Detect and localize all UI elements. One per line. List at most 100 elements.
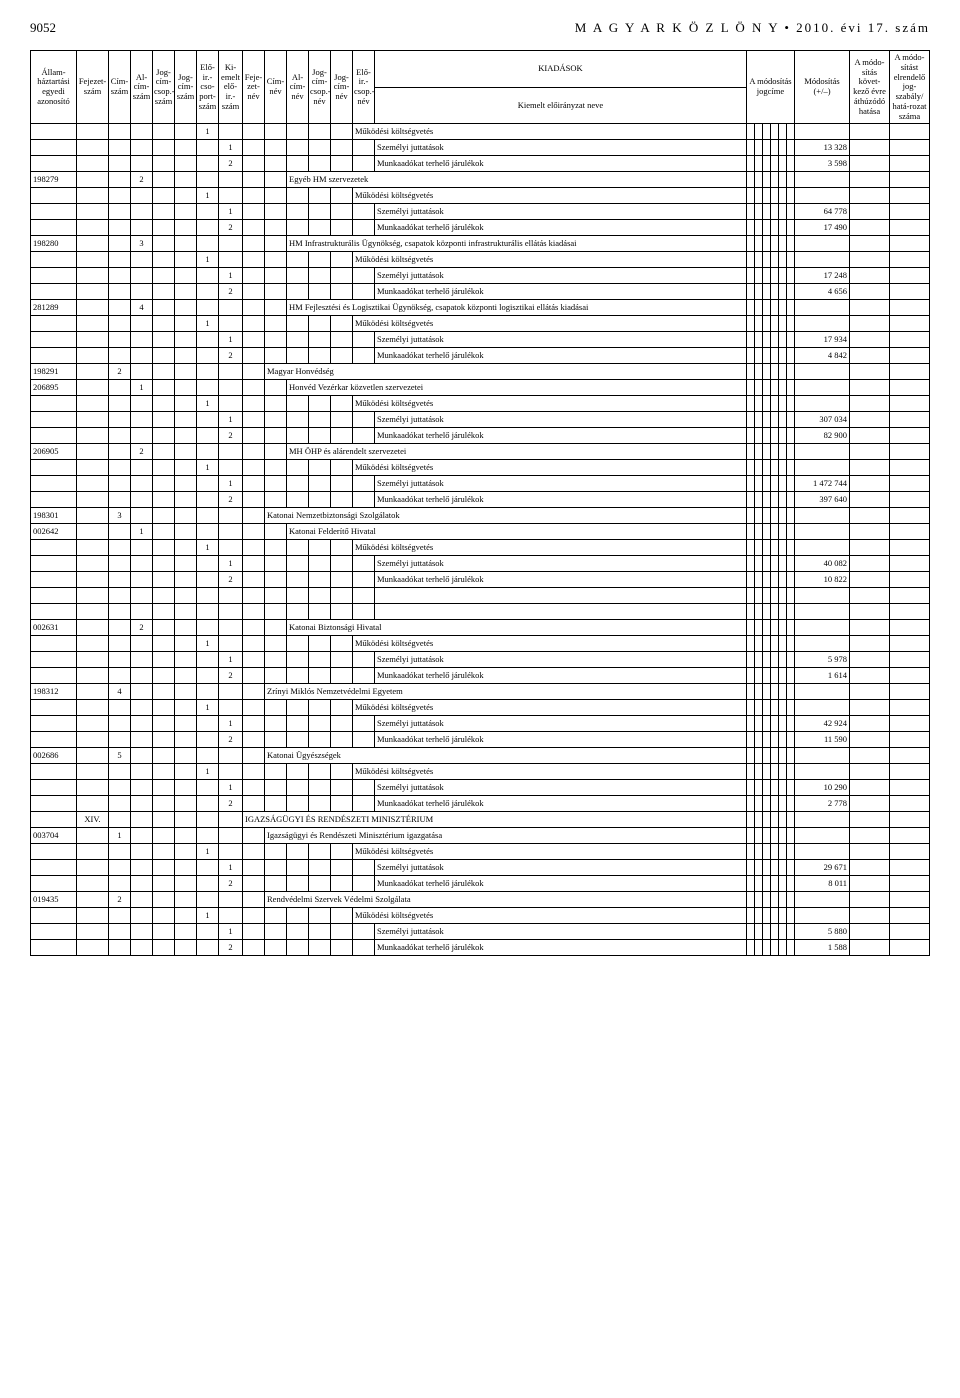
cell [850, 444, 890, 460]
cell [746, 732, 754, 748]
cell [786, 908, 794, 924]
cell [77, 428, 109, 444]
cell [219, 812, 243, 828]
cell [762, 380, 770, 396]
cell [778, 460, 786, 476]
cell [795, 316, 850, 332]
cell [746, 892, 754, 908]
cell [795, 188, 850, 204]
cell: Munkaadókat terhelő járulékok [375, 348, 747, 364]
cell [770, 220, 778, 236]
cell: Munkaadókat terhelő járulékok [375, 876, 747, 892]
cell [153, 892, 175, 908]
cell [746, 284, 754, 300]
cell [131, 284, 153, 300]
cell [287, 156, 309, 172]
cell [786, 876, 794, 892]
cell: 4 [131, 300, 153, 316]
cell [890, 556, 930, 572]
cell [770, 700, 778, 716]
cell [243, 700, 265, 716]
cell [778, 316, 786, 332]
cell: 1 [219, 860, 243, 876]
cell [786, 380, 794, 396]
cell: HM Infrastrukturális Ügynökség, csapatok… [287, 236, 747, 252]
cell [770, 572, 778, 588]
cell [353, 284, 375, 300]
cell [197, 716, 219, 732]
cell [31, 700, 77, 716]
cell [746, 652, 754, 668]
cell: Működési költségvetés [353, 700, 747, 716]
cell [287, 492, 309, 508]
cell [265, 652, 287, 668]
cell [890, 524, 930, 540]
cell [197, 604, 219, 620]
cell [850, 284, 890, 300]
cell [77, 476, 109, 492]
cell [890, 252, 930, 268]
cell [353, 428, 375, 444]
cell [153, 508, 175, 524]
cell [331, 284, 353, 300]
cell [754, 636, 762, 652]
cell [77, 572, 109, 588]
cell [746, 924, 754, 940]
cell [309, 268, 331, 284]
cell [219, 316, 243, 332]
cell [786, 924, 794, 940]
cell: Munkaadókat terhelő járulékok [375, 284, 747, 300]
cell [77, 860, 109, 876]
cell [109, 172, 131, 188]
cell: 64 778 [795, 204, 850, 220]
cell [243, 540, 265, 556]
cell [77, 636, 109, 652]
cell: Személyi juttatások [375, 556, 747, 572]
cell: 1 [219, 268, 243, 284]
cell [77, 380, 109, 396]
cell [31, 284, 77, 300]
cell [109, 460, 131, 476]
cell [746, 668, 754, 684]
cell [131, 572, 153, 588]
cell [31, 268, 77, 284]
cell [770, 860, 778, 876]
cell [770, 796, 778, 812]
cell [309, 700, 331, 716]
cell [762, 476, 770, 492]
cell: 1 [197, 636, 219, 652]
cell [109, 380, 131, 396]
cell [309, 252, 331, 268]
cell: 1 [219, 556, 243, 572]
cell [153, 252, 175, 268]
cell [287, 252, 309, 268]
cell [746, 556, 754, 572]
cell [265, 732, 287, 748]
cell: Működési költségvetés [353, 396, 747, 412]
cell [850, 876, 890, 892]
cell [890, 828, 930, 844]
cell [265, 604, 287, 620]
cell [754, 300, 762, 316]
cell: Munkaadókat terhelő járulékok [375, 156, 747, 172]
cell: Munkaadókat terhelő járulékok [375, 796, 747, 812]
cell [795, 588, 850, 604]
cell [890, 492, 930, 508]
cell [890, 812, 930, 828]
cell [778, 124, 786, 140]
cell [197, 508, 219, 524]
cell [131, 828, 153, 844]
cell [890, 796, 930, 812]
cell: Személyi juttatások [375, 476, 747, 492]
cell [850, 300, 890, 316]
cell [175, 636, 197, 652]
cell [770, 908, 778, 924]
cell [153, 380, 175, 396]
cell [786, 636, 794, 652]
cell [754, 620, 762, 636]
cell: Személyi juttatások [375, 716, 747, 732]
cell [890, 348, 930, 364]
cell [265, 396, 287, 412]
cell [265, 524, 287, 540]
cell [109, 444, 131, 460]
